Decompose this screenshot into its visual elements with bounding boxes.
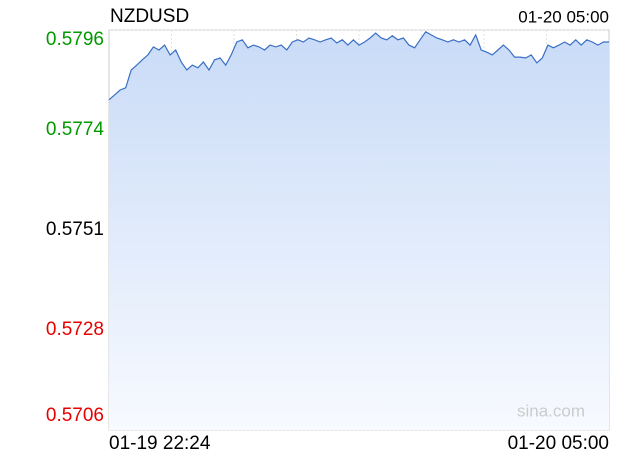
watermark: sina.com <box>517 401 585 420</box>
y-tick-label: 0.5774 <box>46 119 105 140</box>
time-label: 01-20 05:00 <box>518 7 609 26</box>
y-tick-label: 0.5706 <box>46 405 104 426</box>
price-line <box>108 31 609 101</box>
y-tick-label: 0.5751 <box>46 219 104 240</box>
y-tick-label: 0.5796 <box>46 29 104 50</box>
x-tick-label: 01-20 05:00 <box>508 433 609 454</box>
area <box>109 31 609 431</box>
x-tick-label: 01-19 22:24 <box>109 433 211 454</box>
chart-title: NZDUSD <box>110 6 189 27</box>
y-tick-label: 0.5728 <box>46 319 104 340</box>
